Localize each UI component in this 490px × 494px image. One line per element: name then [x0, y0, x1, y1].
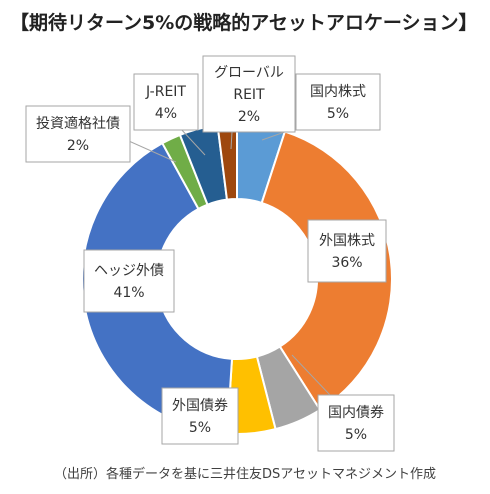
slice-8-value-label: 2% — [238, 109, 260, 125]
slice-5-category-label: ヘッジ外債 — [94, 263, 164, 279]
slice-6-category-label: 投資適格社債 — [36, 115, 120, 132]
slice-8-category-label: グローバル — [214, 65, 284, 81]
slice-5-value-label: 41% — [113, 285, 144, 301]
slice-7-callout: J-REIT 4% — [133, 73, 206, 156]
slice-2-category-label: 外国株式 — [319, 233, 375, 249]
slice-3-category-label: 国内債券 — [328, 405, 384, 421]
slice-4-value-label: 5% — [189, 420, 211, 436]
slice-6-value-label: 2% — [67, 138, 89, 154]
slice-6-label-box — [25, 105, 131, 163]
slice-2-label-box — [307, 219, 387, 283]
slice-8-category-label: REIT — [233, 87, 265, 103]
slice-8-leader-line — [230, 131, 233, 150]
slice-2-value-label: 36% — [331, 255, 362, 271]
slice-5-label-box — [83, 249, 175, 313]
chart-title: 【期待リターン5%の戦略的アセットアロケーション】 — [10, 12, 478, 34]
slice-1-label-box — [295, 73, 381, 131]
slice-6-callout: 投資適格社債 2% — [25, 105, 177, 163]
slice-1-callout: 国内株式 5% — [261, 73, 381, 141]
slice-8-label-box — [202, 55, 296, 133]
slice-4-callout: 外国債券 5% — [161, 387, 239, 445]
slice-7-leader-line — [179, 127, 206, 156]
slice-3-value-label: 5% — [345, 427, 367, 443]
slice-3-label-box — [317, 394, 395, 452]
slice-3-callout: 国内債券 5% — [291, 354, 395, 452]
slice-7-label-box — [133, 73, 199, 131]
slice-2-callout: 外国株式 36% — [307, 219, 387, 283]
callout-labels: 国内株式 5% 外国株式 36% 国内債券 5% 外国債券 5% ヘッジ外債 41% 投資適格社債 2… — [25, 55, 395, 452]
source-note: （出所）各種データを基に三井住友DSアセットマネジメント作成 — [53, 467, 436, 482]
slice-4-label-box — [161, 387, 239, 445]
slice-1-value-label: 5% — [327, 106, 349, 122]
slice-8-callout: グローバル REIT 2% — [202, 55, 296, 150]
slice-3-leader-line — [291, 354, 331, 396]
slice-5-callout: ヘッジ外債 41% — [83, 249, 175, 313]
slice-6-leader-line — [121, 137, 177, 163]
slice-7-value-label: 4% — [155, 106, 177, 122]
slice-1-category-label: 国内株式 — [310, 84, 366, 100]
slice-4-category-label: 外国債券 — [172, 398, 228, 414]
slice-7-category-label: J-REIT — [145, 84, 186, 100]
